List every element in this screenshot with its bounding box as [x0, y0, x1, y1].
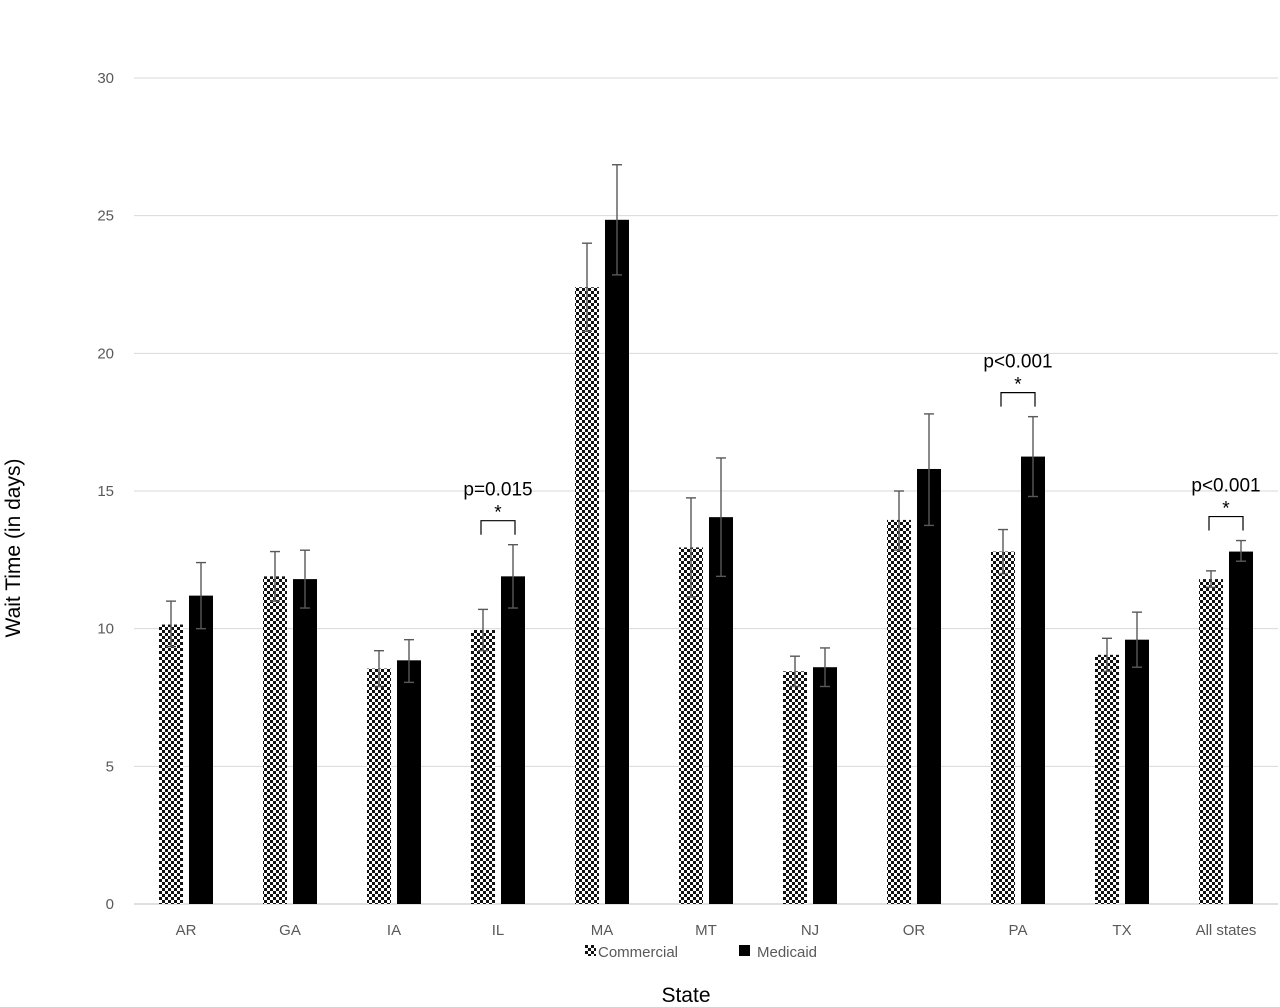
- x-axis-ticks: AR GA IA IL MA MT NJ OR PA TX All states: [176, 922, 1257, 939]
- x-tick-label: MA: [591, 922, 614, 939]
- bar-medicaid: [1125, 639, 1149, 904]
- x-tick-label: NJ: [801, 922, 819, 939]
- bar-commercial: [367, 668, 391, 904]
- x-tick-label: IA: [387, 922, 401, 939]
- bar-medicaid: [1021, 456, 1045, 904]
- x-axis-title: State: [661, 984, 710, 1007]
- y-tick-label: 25: [97, 208, 114, 225]
- legend: Commercial Medicaid: [585, 944, 817, 961]
- p-value-label: p<0.001: [983, 352, 1052, 373]
- bar-medicaid: [605, 219, 629, 905]
- bar-medicaid: [397, 660, 421, 904]
- x-tick-label: TX: [1112, 922, 1131, 939]
- significance-star: *: [1222, 499, 1230, 520]
- y-tick-label: 0: [106, 896, 114, 913]
- legend-swatch-commercial: [585, 945, 596, 956]
- bar-medicaid: [293, 579, 317, 904]
- bar-medicaid: [1229, 551, 1253, 904]
- y-axis-ticks: 0 5 10 15 20 25 30: [97, 70, 114, 913]
- x-tick-label: GA: [279, 922, 301, 939]
- x-tick-label: All states: [1196, 922, 1257, 939]
- bar-commercial: [679, 547, 703, 904]
- bar-medicaid: [709, 517, 733, 904]
- bar-commercial: [159, 624, 183, 904]
- bar-commercial: [263, 576, 287, 904]
- bar-medicaid: [813, 667, 837, 904]
- significance-bracket: [1000, 392, 1036, 407]
- y-tick-label: 10: [97, 621, 114, 638]
- significance-bracket: [480, 520, 516, 535]
- bar-commercial: [575, 287, 599, 905]
- y-tick-label: 30: [97, 70, 114, 87]
- gridlines: [134, 77, 1278, 905]
- p-value-label: p=0.015: [463, 480, 532, 501]
- bar-medicaid: [189, 595, 213, 904]
- y-tick-label: 15: [97, 483, 114, 500]
- y-axis-title: Wait Time (in days): [2, 459, 25, 638]
- bar-commercial: [783, 671, 807, 904]
- bar-medicaid: [917, 468, 941, 904]
- bar-medicaid: [501, 576, 525, 904]
- y-tick-label: 5: [106, 758, 114, 775]
- y-tick-label: 20: [97, 345, 114, 362]
- significance-bracket: [1208, 515, 1244, 531]
- x-tick-label: OR: [903, 922, 926, 939]
- significance-annotations: *p=0.015*p<0.001*p<0.001: [463, 352, 1261, 535]
- significance-star: *: [1014, 375, 1022, 396]
- bar-commercial: [471, 630, 495, 904]
- significance-star: *: [494, 503, 502, 524]
- x-tick-label: PA: [1009, 922, 1028, 939]
- bar-commercial: [1095, 654, 1119, 904]
- x-tick-label: MT: [695, 922, 717, 939]
- legend-label-medicaid: Medicaid: [757, 944, 817, 961]
- legend-label-commercial: Commercial: [598, 944, 678, 961]
- bar-commercial: [887, 519, 911, 904]
- x-tick-label: IL: [492, 922, 505, 939]
- bars: [159, 219, 1253, 905]
- x-tick-label: AR: [176, 922, 197, 939]
- error-bars: [166, 164, 1246, 688]
- bar-commercial: [1199, 579, 1223, 904]
- legend-swatch-medicaid: [739, 945, 750, 956]
- bar-commercial: [991, 551, 1015, 904]
- p-value-label: p<0.001: [1191, 476, 1260, 497]
